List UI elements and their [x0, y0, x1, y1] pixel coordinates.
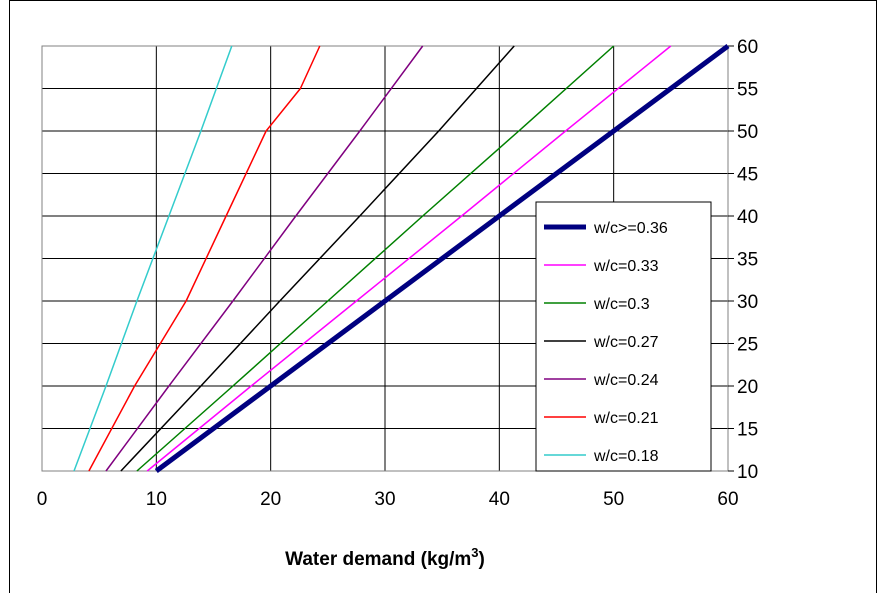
- x-tick-label: 0: [37, 489, 48, 510]
- y-tick-label: 45: [737, 165, 758, 186]
- series-line: [154, 43, 730, 474]
- y-tick-label: 55: [737, 80, 758, 101]
- y-tick-label: 50: [737, 122, 758, 143]
- x-axis-ticks: 0 10 20 30 40 50 60: [37, 489, 739, 510]
- series-line: [146, 45, 672, 472]
- x-axis-title-text: Water demand (kg/m: [285, 549, 471, 570]
- chart-frame: [9, 0, 877, 593]
- legend-label: w/c=0.27: [593, 334, 659, 351]
- legend-label: w/c=0.18: [593, 448, 659, 465]
- x-tick-label: 40: [489, 489, 510, 510]
- y-tick-label: 20: [737, 377, 758, 398]
- y-tick-label: 30: [737, 292, 758, 313]
- y-tick-label: 60: [737, 37, 758, 58]
- x-tick-label: 30: [374, 489, 395, 510]
- y-tick-label: 25: [737, 335, 758, 356]
- x-tick-label: 50: [603, 489, 624, 510]
- legend-label: w/c=0.33: [593, 258, 659, 275]
- series-line: [120, 45, 515, 472]
- series-line: [73, 45, 233, 472]
- legend-label: w/c=0.24: [593, 372, 659, 389]
- y-tick-label: 10: [737, 462, 758, 483]
- x-tick-label: 20: [260, 489, 281, 510]
- legend-label: w/c>=0.36: [593, 220, 668, 237]
- legend-label: w/c=0.3: [593, 296, 650, 313]
- x-tick-label: 60: [717, 489, 738, 510]
- y-tick-label: 40: [737, 207, 758, 228]
- series-line: [136, 45, 615, 472]
- legend-box: [535, 201, 712, 472]
- x-tick-label: 10: [146, 489, 167, 510]
- y-tick-label: 15: [737, 420, 758, 441]
- series-layer: [73, 43, 730, 474]
- series-line: [105, 45, 424, 472]
- y-tick-label: 35: [737, 250, 758, 271]
- series-line: [88, 45, 321, 472]
- legend-label: w/c=0.21: [593, 410, 659, 427]
- legend: w/c>=0.36 w/c=0.33 w/c=0.3 w/c=0.27 w/c=0.24…: [535, 201, 712, 472]
- x-axis-title-superscript: 3: [471, 545, 478, 560]
- y-axis-ticks: 10 15 20 25 30 35 40 45 50 55 60: [737, 37, 758, 483]
- x-axis-title-suffix: ): [479, 549, 485, 570]
- x-axis-title: Water demand (kg/m3): [285, 545, 485, 570]
